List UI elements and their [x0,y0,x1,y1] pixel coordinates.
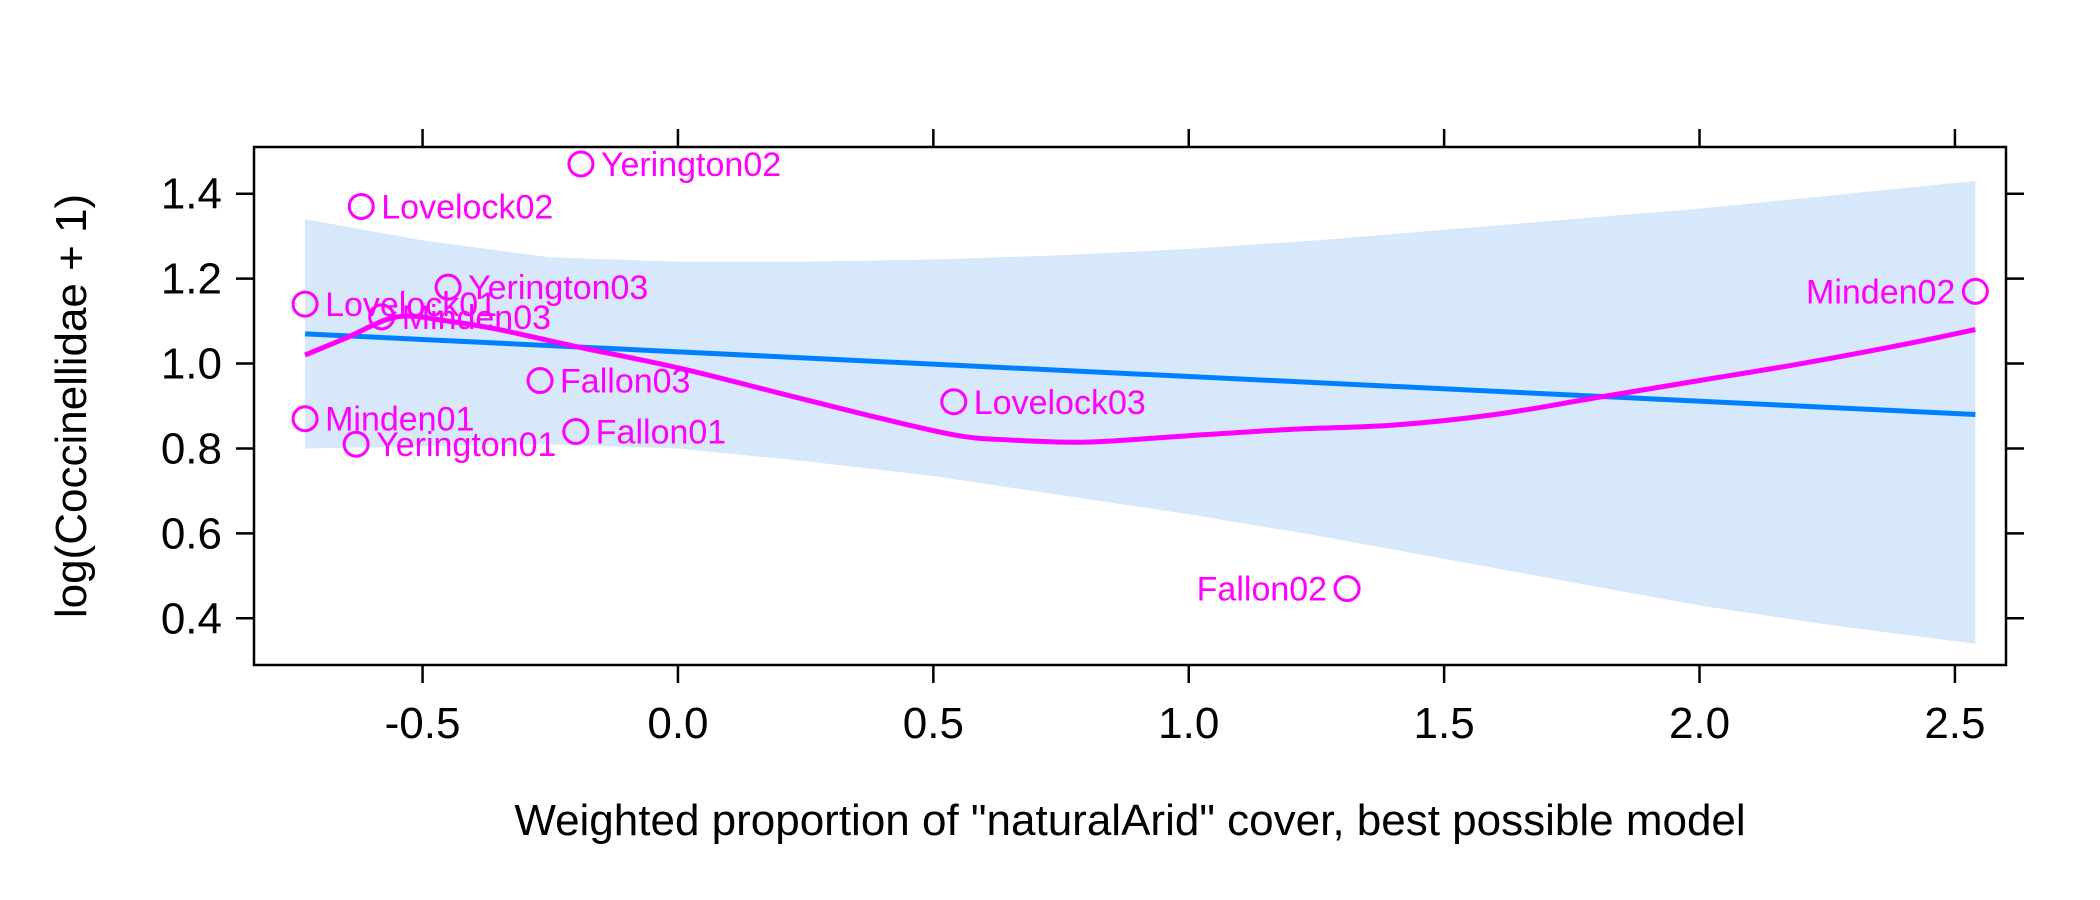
y-tick-label: 1.0 [161,340,222,389]
point-label: Fallon01 [596,413,726,451]
smooth-line [304,313,1976,445]
x-tick-label: 2.0 [1669,699,1730,748]
point-label: Yerington02 [601,146,781,184]
data-point [368,303,396,331]
axis-ticks-layer: -0.5 0.0 0.5 1.0 1.5 2.0 2.5 0.4 0.6 0.8 1.0 1.2 1.4 [161,129,2024,748]
points-layer: Yerington02Lovelock02Yerington03Lovelock… [291,146,1989,609]
data-point [291,290,319,318]
data-point [562,417,590,445]
y-tick-label: 0.4 [161,594,222,643]
point-label: Fallon03 [560,363,690,401]
y-tick-label: 0.8 [161,424,222,473]
confidence-band-layer [305,180,1976,644]
data-point [291,405,319,433]
confidence-band [305,180,1976,644]
x-tick-label: 1.0 [1158,699,1219,748]
x-tick-label: 2.5 [1924,699,1985,748]
data-point [434,273,462,301]
y-tick-label: 1.2 [161,255,222,304]
point-label: Yerington01 [376,426,556,464]
data-point [940,388,968,416]
x-tick-label: -0.5 [385,699,461,748]
plot-frame [252,145,2008,667]
data-point [526,367,554,395]
point-label: Lovelock01 [325,286,497,324]
data-point [342,430,370,458]
data-point [567,150,595,178]
data-point [1333,575,1361,603]
point-label: Lovelock02 [381,188,553,226]
point-label: Lovelock03 [974,384,1146,422]
y-tick-label: 0.6 [161,509,222,558]
x-tick-label: 1.5 [1414,699,1475,748]
point-label: Yerington03 [468,269,648,307]
x-axis-label: Weighted proportion of "naturalArid" cov… [514,796,1745,845]
y-tick-label: 1.4 [161,170,222,219]
point-label: Minden03 [402,299,551,337]
x-tick-label: 0.5 [903,699,964,748]
y-axis-label: log(Coccinellidae + 1) [47,194,96,618]
point-label: Minden02 [1806,273,1955,311]
smooth-line-layer [304,313,1976,445]
data-point [1961,277,1989,305]
x-tick-label: 0.0 [647,699,708,748]
point-label: Fallon02 [1197,571,1327,609]
data-point [347,192,375,220]
